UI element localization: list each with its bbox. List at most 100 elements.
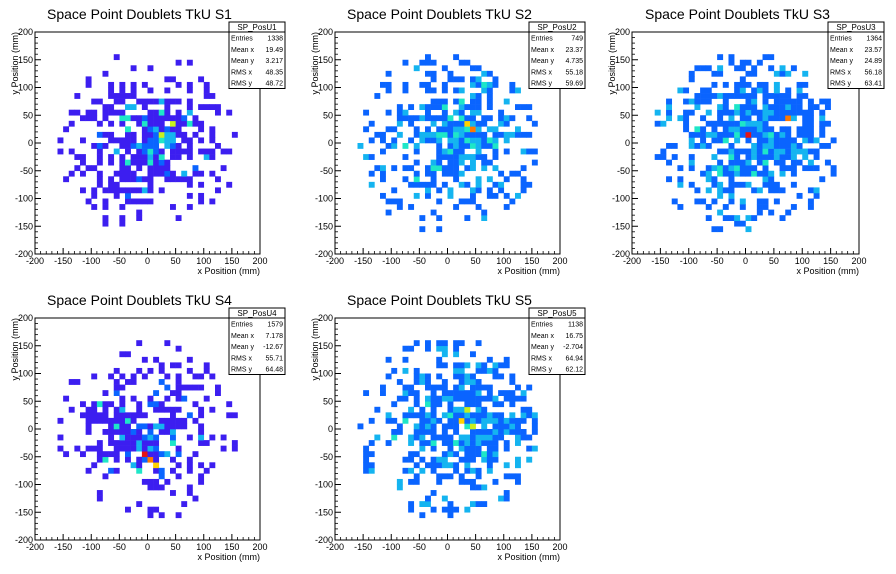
histogram-bin [175, 512, 182, 519]
histogram-bin [458, 417, 465, 424]
histogram-bin [475, 362, 482, 369]
histogram-bin [419, 137, 426, 144]
histogram-bin [209, 148, 216, 155]
histogram-bin [751, 165, 758, 172]
histogram-bin [430, 98, 437, 105]
histogram-bin [503, 490, 510, 496]
histogram-bin [441, 495, 448, 502]
histogram-bin [63, 395, 70, 402]
histogram-bin [436, 373, 443, 380]
histogram-bin [773, 98, 780, 105]
histogram-bin [408, 434, 415, 441]
histogram-bin [515, 434, 521, 441]
histogram-bin [164, 109, 171, 116]
histogram-bin [475, 65, 482, 72]
histogram-bin [762, 198, 769, 205]
histogram-bin [762, 54, 769, 61]
histogram-bin [453, 406, 460, 413]
histogram-panel-4: -200 -150 -100 -50 0 50 100 150 200-200-150-100-… [10, 292, 286, 562]
histogram-bin [520, 181, 527, 188]
histogram-bin [492, 143, 499, 149]
histogram-bin [683, 120, 690, 127]
histogram-bin [470, 478, 476, 485]
histogram-bin [430, 176, 437, 183]
histogram-bin [481, 440, 488, 446]
histogram-bin [125, 429, 131, 435]
histogram-bin [458, 390, 465, 396]
histogram-bin [96, 98, 103, 105]
histogram-bin [153, 170, 160, 177]
x-tick-label: 150 [823, 256, 838, 266]
histogram-bin [209, 104, 216, 110]
histogram-bin [447, 412, 454, 419]
histogram-bin [141, 478, 148, 485]
histogram-bin [125, 506, 131, 513]
histogram-bin [209, 462, 216, 469]
histogram-bin [363, 451, 370, 458]
histogram-bin [515, 131, 521, 138]
histogram-bin [813, 187, 820, 194]
histogram-bin [170, 120, 176, 127]
histogram-bin [430, 170, 437, 177]
histogram-bin [807, 148, 814, 155]
histogram-bin [209, 137, 216, 144]
histogram-bin [447, 170, 454, 177]
histogram-bin [464, 362, 471, 369]
histogram-bin [773, 198, 780, 205]
histogram-bin [158, 170, 165, 177]
histogram-bin [464, 401, 471, 408]
histogram-bin [119, 120, 126, 127]
histogram-bin [762, 115, 769, 122]
histogram-bin [175, 143, 182, 149]
histogram-bin [498, 170, 505, 177]
histogram-bin [796, 93, 803, 99]
histogram-bin [175, 362, 182, 369]
histogram-bin [164, 423, 171, 430]
histogram-bin [486, 115, 493, 122]
histogram-bin [175, 473, 182, 480]
histogram-bin [739, 120, 746, 127]
histogram-bin [147, 506, 154, 513]
histogram-bin [830, 165, 837, 172]
histogram-bin [57, 417, 64, 424]
histogram-bin [164, 478, 171, 485]
stats-row-value: 48.72 [265, 81, 283, 88]
histogram-bin [515, 473, 521, 480]
histogram-bin [198, 462, 205, 469]
histogram-bin [396, 204, 403, 210]
histogram-bin [91, 143, 98, 149]
histogram-bin [402, 87, 409, 94]
histogram-bin [470, 429, 476, 435]
histogram-bin [153, 143, 160, 149]
histogram-bin [773, 159, 780, 166]
histogram-bin [464, 215, 471, 221]
histogram-bin [203, 440, 210, 446]
histogram-bin [751, 143, 758, 149]
histogram-bin [734, 104, 741, 110]
histogram-bin [215, 104, 221, 110]
y-tick-label: -200 [612, 249, 630, 259]
histogram-bin [113, 429, 120, 435]
histogram-bin [147, 120, 154, 127]
histogram-bin [147, 131, 154, 138]
histogram-bin [768, 137, 775, 144]
histogram-bin [175, 131, 182, 138]
histogram-bin [526, 384, 533, 391]
histogram-bin [453, 204, 460, 210]
histogram-bin [717, 187, 724, 194]
histogram-bin [170, 154, 176, 160]
histogram-bin [453, 165, 460, 172]
histogram-bin [711, 226, 718, 233]
stats-row-label: Mean x [830, 47, 853, 54]
histogram-bin [96, 131, 103, 138]
histogram-bin [408, 467, 415, 474]
histogram-bin [186, 181, 193, 188]
histogram-bin [711, 93, 718, 99]
histogram-bin [380, 176, 386, 183]
histogram-bin [368, 120, 375, 127]
histogram-bin [130, 131, 137, 138]
histogram-bin [164, 340, 171, 347]
histogram-bin [413, 367, 420, 374]
histogram-bin [130, 170, 137, 177]
histogram-bin [108, 373, 115, 380]
